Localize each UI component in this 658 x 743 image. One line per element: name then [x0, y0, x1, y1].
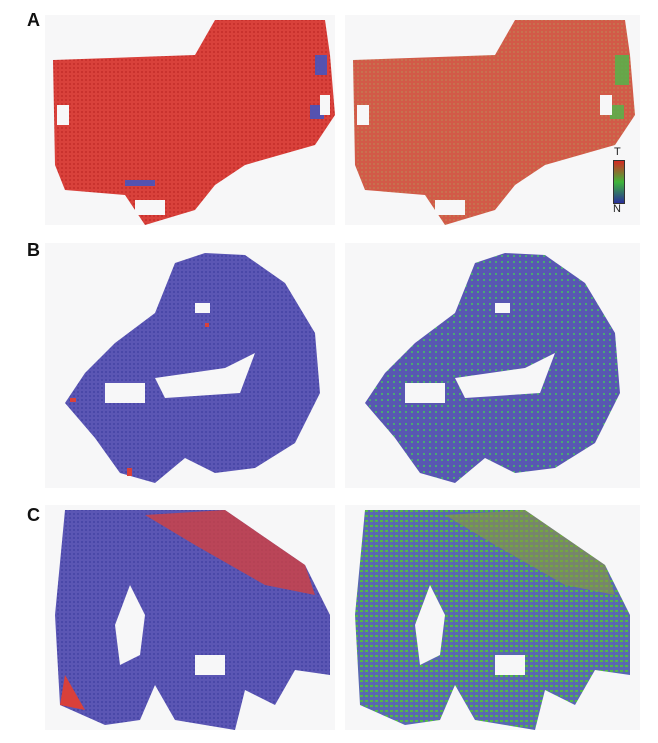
colorbar-top-label: T: [614, 146, 621, 158]
colorbar-bottom-label: N: [613, 203, 621, 215]
panel-label-a: A: [27, 10, 40, 30]
panel-c-right-image: [345, 505, 640, 730]
panel-a-left-image: [45, 15, 335, 225]
panel-label-b: B: [27, 240, 40, 260]
panel-c-left-image: [45, 505, 335, 730]
panel-b-right-image: [345, 243, 640, 488]
panel-b-left-image: [45, 243, 335, 488]
panel-a-right-image: [345, 15, 640, 225]
panel-label-c: C: [27, 505, 40, 525]
colorbar: [613, 160, 625, 204]
